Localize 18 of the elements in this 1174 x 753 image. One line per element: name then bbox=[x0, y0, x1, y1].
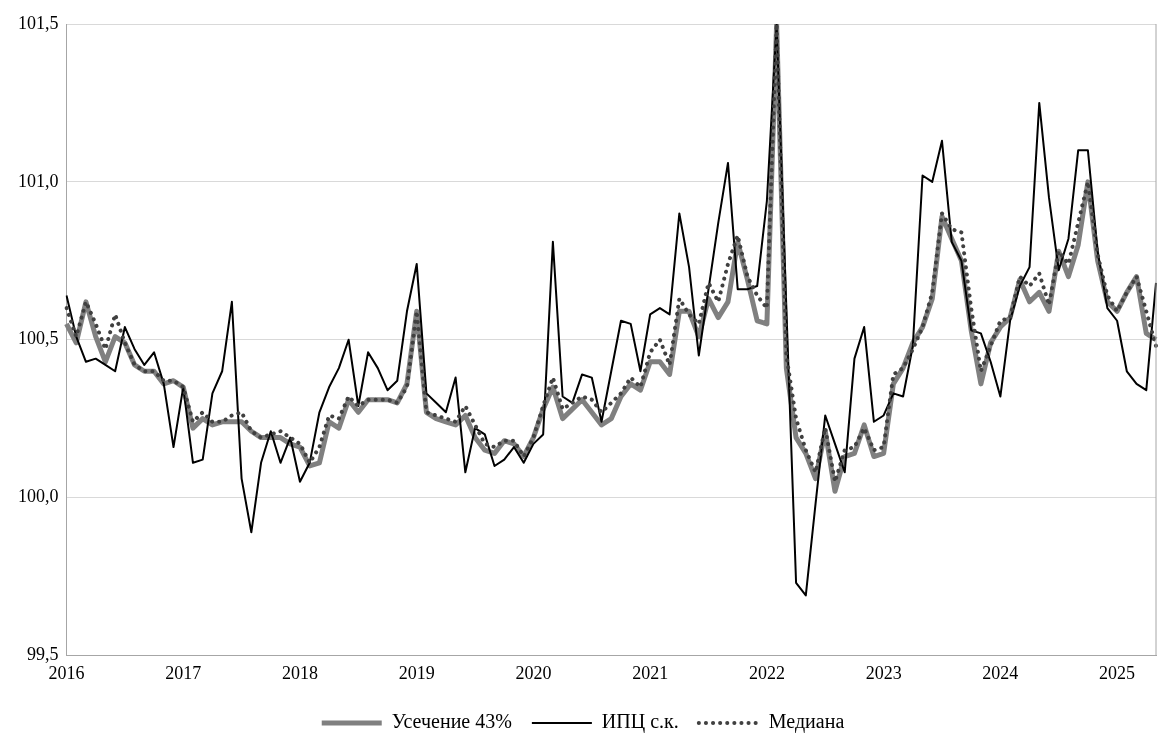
x-tick-label: 2022 bbox=[748, 662, 785, 683]
x-tick-label: 2020 bbox=[515, 662, 552, 683]
legend-label: Медиана bbox=[768, 710, 845, 734]
y-tick-label: 101,0 bbox=[18, 170, 59, 191]
x-tick-label: 2019 bbox=[398, 662, 435, 683]
x-tick-label: 2021 bbox=[632, 662, 669, 683]
y-tick-label: 100,5 bbox=[18, 328, 59, 349]
x-tick-label: 2017 bbox=[165, 662, 202, 683]
x-tick-label: 2018 bbox=[281, 662, 318, 683]
legend-label: ИПЦ с.к. bbox=[601, 710, 679, 734]
x-tick-label: 2024 bbox=[982, 662, 1019, 683]
x-tick-label: 2016 bbox=[48, 662, 85, 683]
y-tick-label: 101,5 bbox=[18, 12, 59, 33]
y-tick-label: 100,0 bbox=[18, 486, 59, 507]
y-tick-label: 99,5 bbox=[27, 644, 59, 665]
legend-label: Усечение 43% bbox=[391, 710, 512, 733]
x-tick-label: 2023 bbox=[865, 662, 902, 683]
x-tick-label: 2025 bbox=[1099, 662, 1136, 683]
